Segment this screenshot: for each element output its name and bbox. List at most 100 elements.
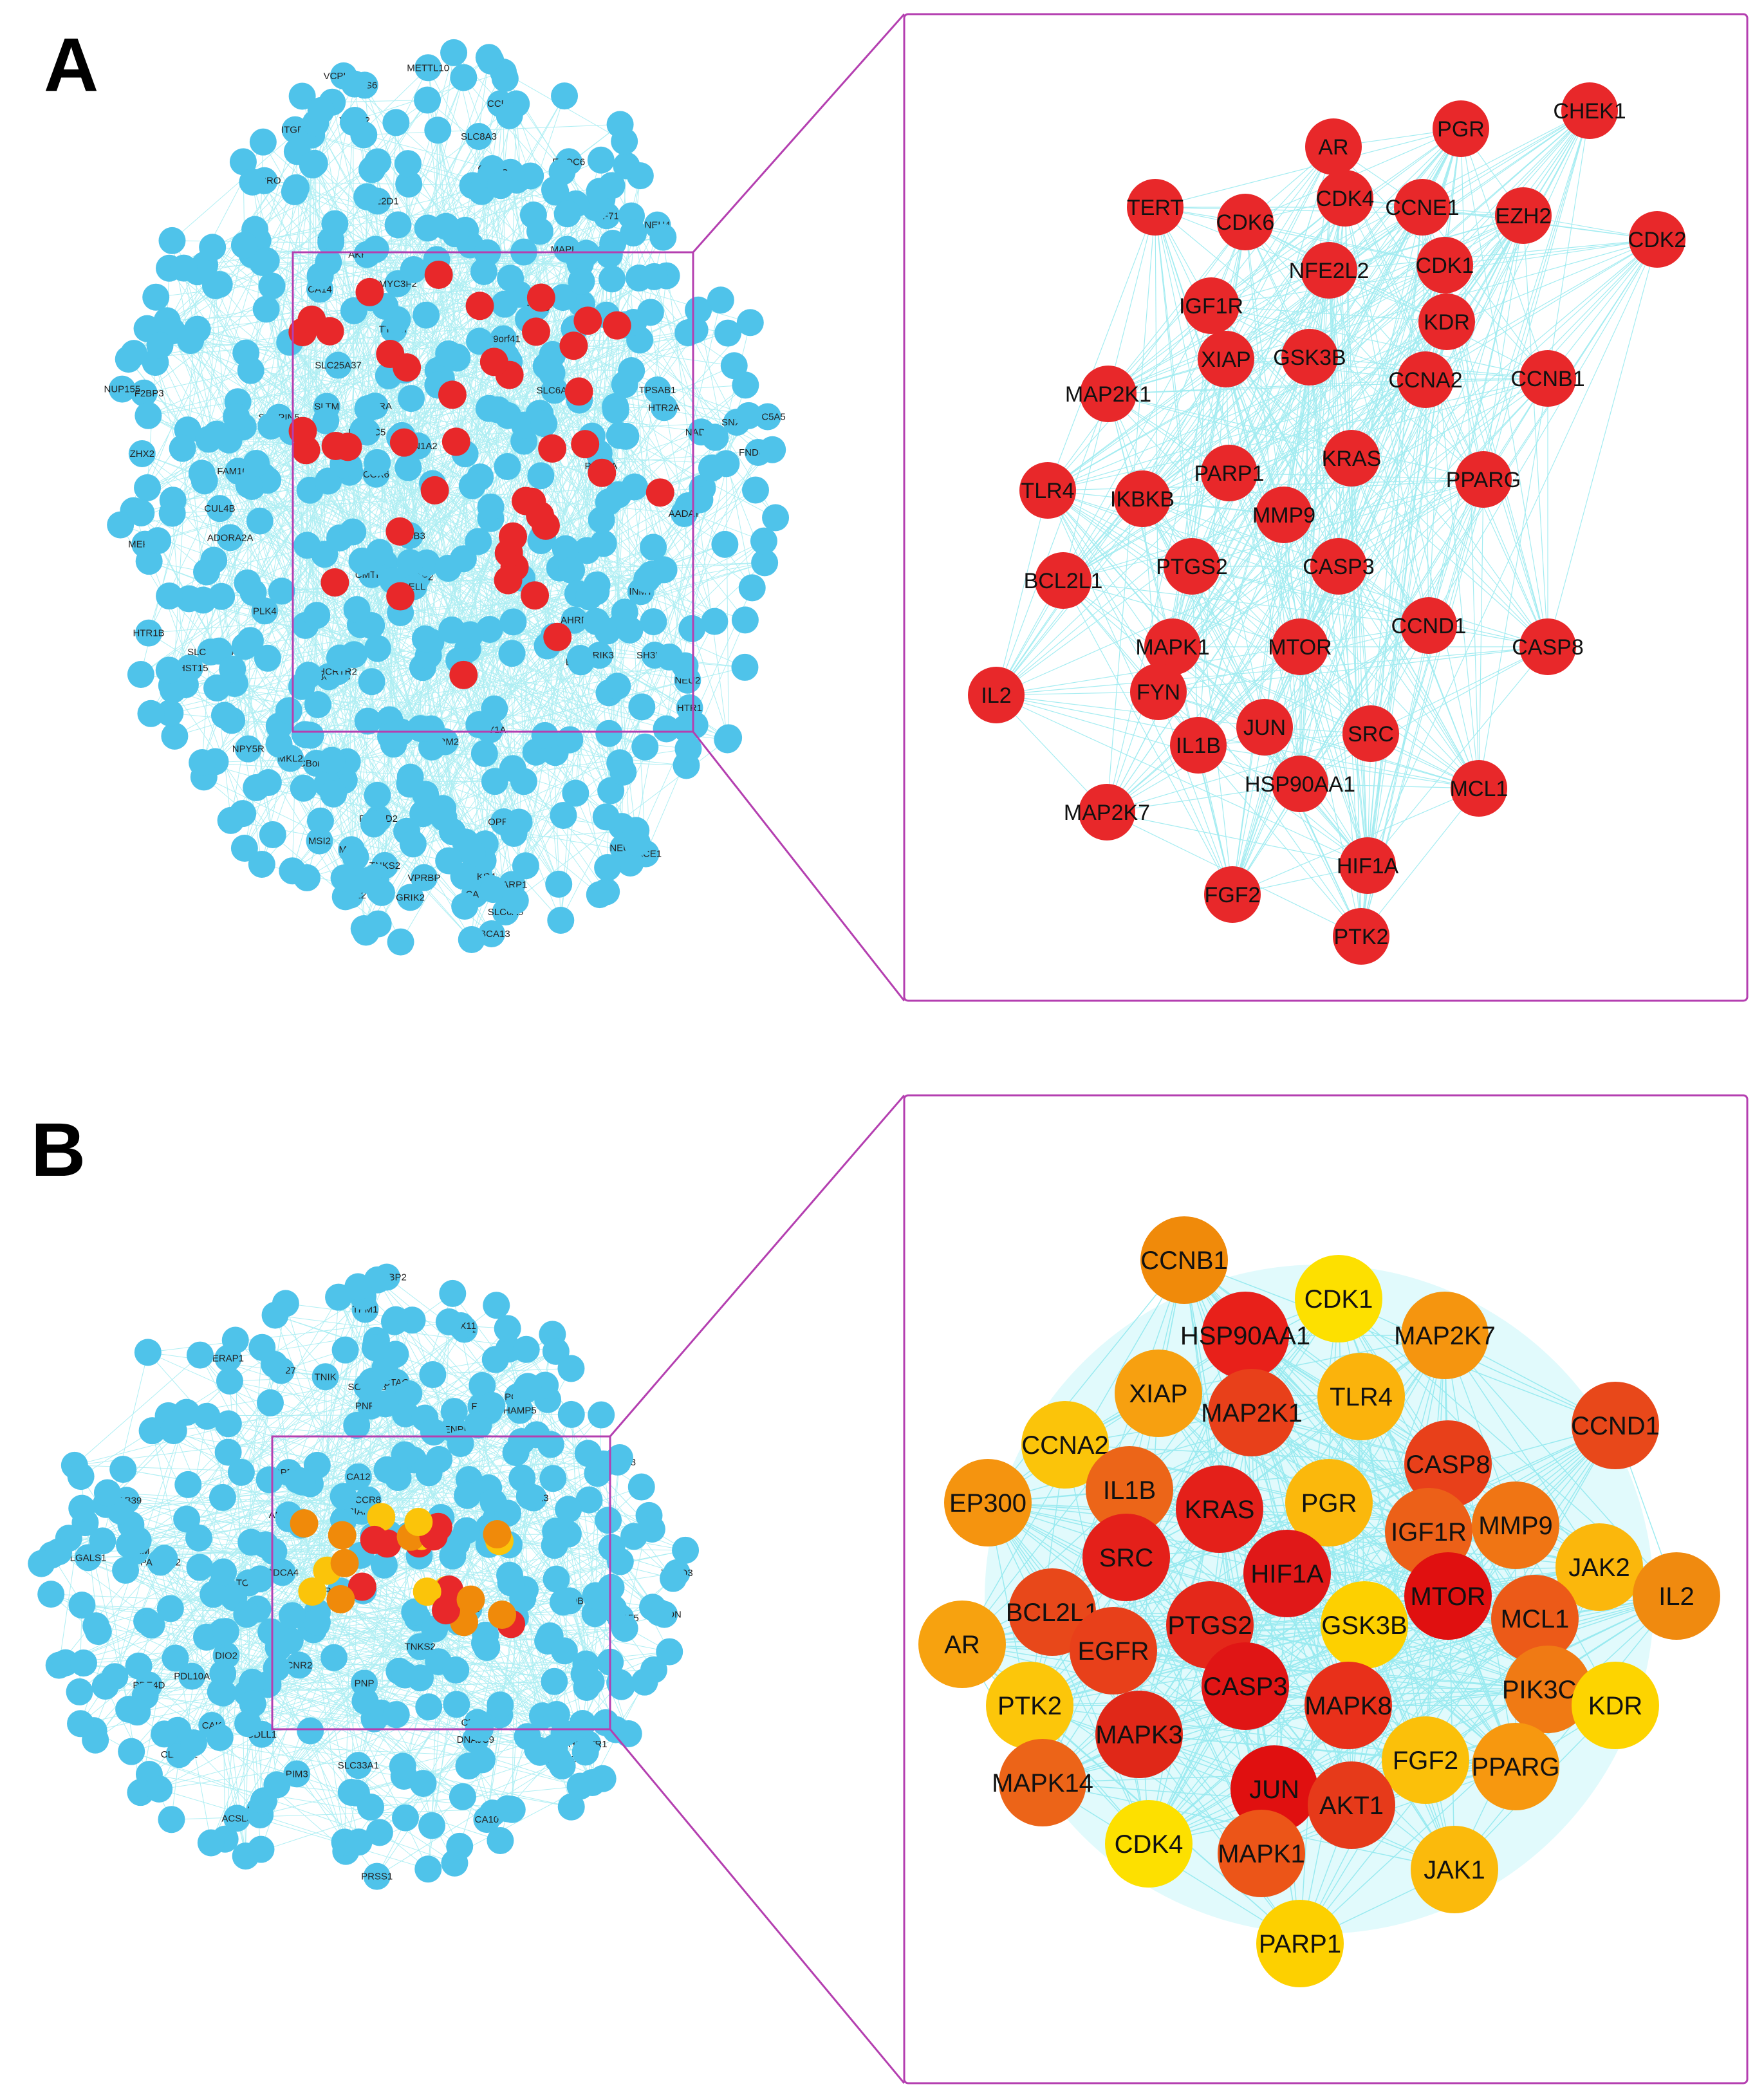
node-circle (558, 557, 586, 584)
node-circle (573, 306, 602, 335)
node-circle (566, 645, 594, 673)
edge (1172, 646, 1371, 734)
node-circle (239, 579, 267, 606)
node-circle (1140, 1216, 1228, 1304)
panel-a-zoom-box (903, 13, 1749, 1002)
node-circle (1400, 597, 1457, 654)
node-circle (570, 1660, 598, 1688)
node-circle (221, 1326, 249, 1354)
edge (79, 1605, 82, 1692)
edge (208, 285, 216, 440)
node-label: CDK2 (1628, 228, 1687, 252)
node-circle (174, 1471, 202, 1498)
zoom-node: TERT (1127, 179, 1184, 236)
zoom-node: CDK2 (1628, 211, 1687, 268)
node-circle (348, 547, 376, 575)
edge (1283, 270, 1330, 515)
edge (1425, 239, 1658, 380)
node-circle (1170, 717, 1227, 774)
edge (367, 436, 593, 721)
edge (348, 466, 391, 737)
edge (260, 1759, 483, 1815)
node-label: KRAS (1322, 447, 1382, 471)
node-circle (189, 749, 216, 777)
edge (1444, 1335, 1516, 1767)
node-circle (189, 586, 217, 614)
edge (1155, 207, 1445, 266)
node-label: PTGS2 (1156, 555, 1227, 579)
node-circle (1021, 1401, 1109, 1489)
panel-b-highlight-box (271, 1435, 611, 1731)
node-circle (566, 1772, 594, 1800)
edge (996, 625, 1429, 696)
node-circle (414, 54, 442, 82)
node-label: MAPK1 (1218, 1840, 1305, 1868)
node-label: HSP90AA1 (1245, 772, 1355, 797)
node-circle (494, 452, 521, 480)
node-circle (206, 495, 234, 523)
node-circle (135, 619, 163, 647)
node-circle (303, 602, 331, 629)
zoom-node: FGF2 (1382, 1716, 1469, 1804)
node-circle (515, 1482, 543, 1510)
node-label: CCNB1 (1510, 367, 1584, 391)
node-circle (424, 260, 453, 289)
edge (1063, 580, 1429, 626)
node-circle (177, 327, 205, 355)
zoom-node: PPARG (1471, 1723, 1560, 1810)
node-circle (320, 780, 348, 808)
node-circle (197, 1829, 225, 1857)
edge (1158, 1393, 1516, 1767)
edge (961, 1393, 1159, 1645)
edge (1444, 239, 1658, 266)
zoom-node: MMP9 (1252, 487, 1315, 543)
zoom-node: XIAP (1115, 1350, 1202, 1437)
node-circle (1323, 430, 1380, 487)
edge (1047, 490, 1362, 937)
edge (1547, 239, 1658, 647)
node-circle (330, 864, 358, 892)
edge (1138, 1734, 1301, 1944)
edge (74, 1465, 289, 1473)
edge (1172, 566, 1339, 647)
edge (1229, 472, 1301, 647)
edge (1063, 239, 1658, 581)
edge (1047, 207, 1156, 491)
node-circle (918, 1601, 1006, 1688)
node-circle (238, 1668, 266, 1696)
node-circle (549, 284, 577, 311)
node-circle (1301, 242, 1357, 299)
node-circle (527, 462, 555, 490)
edge (1047, 221, 1246, 491)
node-circle (344, 1752, 372, 1779)
edge (996, 694, 1480, 789)
edge (1108, 221, 1246, 395)
node-circle (364, 148, 391, 176)
edge (1328, 270, 1362, 937)
node-label: JUN (1243, 716, 1286, 740)
node-circle (420, 476, 449, 505)
node-circle (537, 1431, 564, 1458)
edge (172, 689, 624, 848)
node-circle (1198, 331, 1254, 387)
node-circle (263, 1654, 290, 1682)
node-circle (345, 1828, 373, 1856)
edge (725, 463, 729, 738)
node-circle (604, 673, 631, 700)
zoom-node: AKT1 (1308, 1761, 1395, 1849)
node-circle (299, 151, 326, 179)
node-circle (477, 493, 505, 521)
node-label: JUN (1249, 1776, 1299, 1804)
edge (1425, 379, 1429, 626)
node-circle (344, 1273, 372, 1301)
node-circle (483, 1520, 512, 1549)
node-circle (1519, 618, 1576, 675)
node-circle (297, 1717, 324, 1745)
node-circle (68, 1494, 96, 1522)
edge (360, 1555, 543, 1716)
edge (996, 694, 1265, 728)
node-label: FGF2 (1393, 1747, 1458, 1775)
node-label: AHRR (561, 615, 588, 626)
node-label: GSK3B (1321, 1611, 1407, 1640)
node-circle (28, 1550, 55, 1577)
